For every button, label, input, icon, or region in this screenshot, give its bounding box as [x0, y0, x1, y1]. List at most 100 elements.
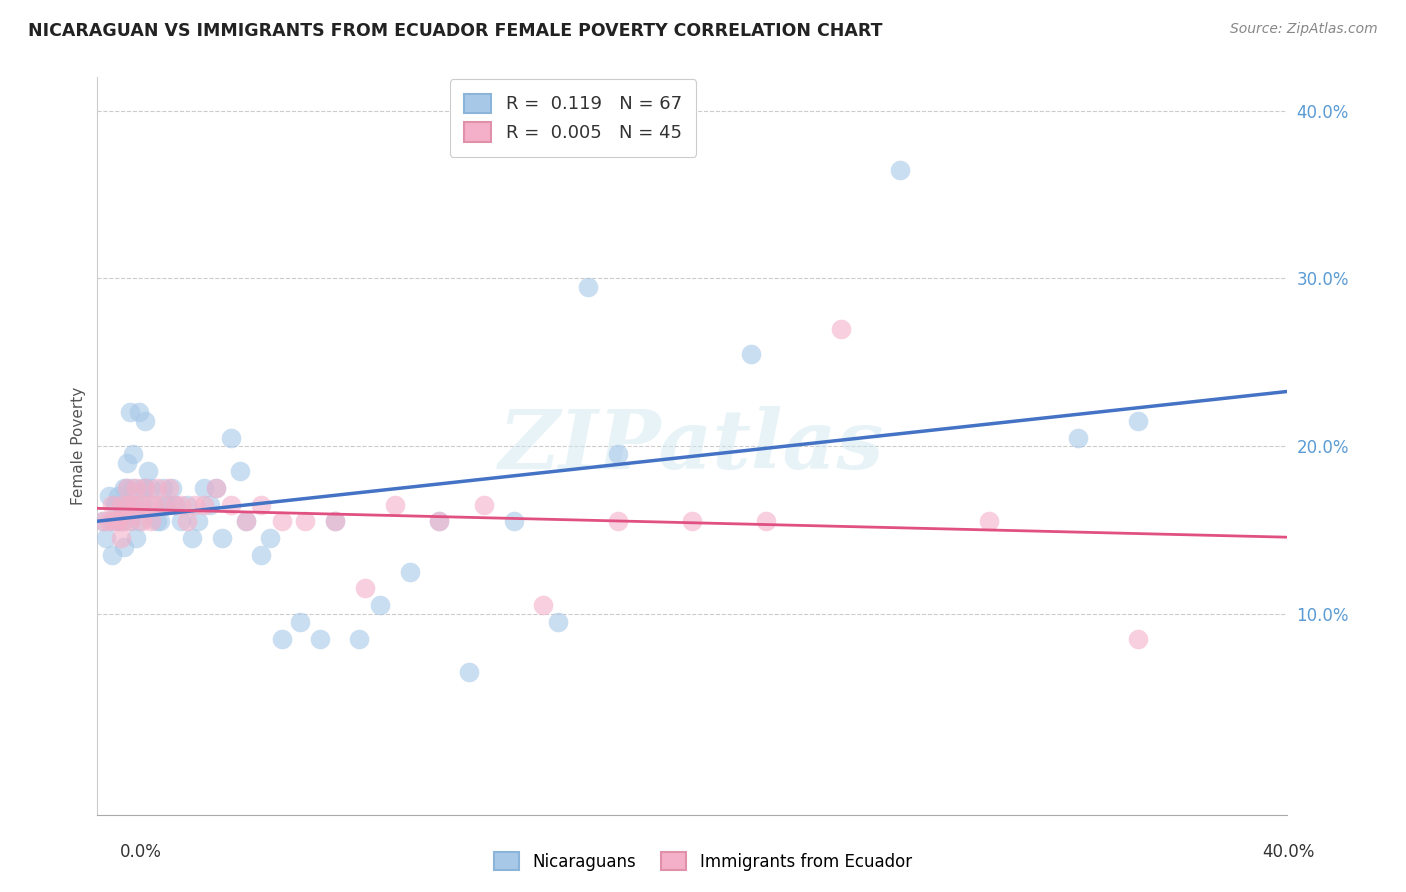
Point [131, 481, 153, 495]
Point [176, 498, 198, 512]
Point [294, 515, 316, 529]
Point [115, 481, 138, 495]
Point [139, 515, 162, 529]
Text: NICARAGUAN VS IMMIGRANTS FROM ECUADOR FEMALE POVERTY CORRELATION CHART: NICARAGUAN VS IMMIGRANTS FROM ECUADOR FE… [28, 22, 883, 40]
Point [160, 481, 183, 495]
Point [576, 280, 599, 294]
Point [112, 481, 135, 495]
Point [110, 498, 132, 512]
Point [115, 456, 138, 470]
Point [120, 515, 142, 529]
Point [122, 481, 145, 495]
Point [104, 515, 127, 529]
Text: ZIPatlas: ZIPatlas [499, 406, 884, 486]
Point [107, 515, 129, 529]
Point [200, 498, 222, 512]
Point [107, 515, 129, 529]
Point [136, 464, 159, 478]
Point [115, 498, 138, 512]
Point [134, 414, 156, 428]
Point [187, 515, 209, 529]
Legend: R =  0.119   N = 67, R =  0.005   N = 45: R = 0.119 N = 67, R = 0.005 N = 45 [450, 79, 696, 157]
Point [219, 431, 242, 445]
Point [219, 498, 242, 512]
Point [184, 498, 207, 512]
Point [229, 464, 252, 478]
Point [142, 498, 165, 512]
Point [91, 515, 114, 529]
Point [120, 405, 142, 419]
Point [211, 531, 233, 545]
Point [250, 548, 273, 562]
Point [205, 481, 228, 495]
Point [101, 515, 124, 529]
Point [139, 481, 162, 495]
Point [169, 515, 191, 529]
Point [122, 498, 145, 512]
Point [309, 632, 332, 646]
Point [104, 498, 127, 512]
Point [149, 515, 172, 529]
Point [270, 632, 292, 646]
Point [101, 498, 124, 512]
Point [368, 598, 391, 612]
Point [134, 481, 156, 495]
Point [112, 540, 135, 554]
Point [98, 489, 121, 503]
Point [96, 531, 118, 545]
Point [193, 481, 215, 495]
Point [91, 515, 114, 529]
Point [354, 582, 377, 596]
Point [427, 515, 450, 529]
Point [107, 489, 129, 503]
Point [125, 498, 148, 512]
Point [110, 515, 132, 529]
Point [830, 322, 852, 336]
Point [122, 447, 145, 461]
Point [152, 498, 174, 512]
Point [125, 481, 148, 495]
Point [131, 515, 153, 529]
Point [163, 498, 186, 512]
Point [235, 515, 257, 529]
Point [205, 481, 228, 495]
Point [384, 498, 406, 512]
Point [347, 632, 370, 646]
Point [193, 498, 215, 512]
Point [157, 481, 180, 495]
Point [134, 481, 156, 495]
Point [169, 498, 191, 512]
Point [1067, 431, 1090, 445]
Point [1126, 632, 1149, 646]
Point [128, 515, 150, 529]
Point [157, 498, 180, 512]
Point [120, 515, 142, 529]
Point [979, 515, 1001, 529]
Point [755, 515, 778, 529]
Text: 40.0%: 40.0% [1263, 843, 1315, 861]
Point [323, 515, 346, 529]
Point [235, 515, 257, 529]
Point [142, 498, 165, 512]
Point [181, 531, 204, 545]
Point [398, 565, 420, 579]
Point [101, 548, 124, 562]
Point [458, 665, 481, 680]
Point [136, 498, 159, 512]
Point [740, 347, 762, 361]
Point [110, 531, 132, 545]
Point [128, 498, 150, 512]
Point [176, 515, 198, 529]
Point [502, 515, 524, 529]
Point [128, 405, 150, 419]
Point [531, 598, 554, 612]
Point [146, 481, 169, 495]
Point [288, 615, 311, 629]
Point [152, 481, 174, 495]
Legend: Nicaraguans, Immigrants from Ecuador: Nicaraguans, Immigrants from Ecuador [486, 844, 920, 880]
Point [115, 481, 138, 495]
Text: 0.0%: 0.0% [120, 843, 162, 861]
Point [427, 515, 450, 529]
Point [112, 515, 135, 529]
Point [98, 515, 121, 529]
